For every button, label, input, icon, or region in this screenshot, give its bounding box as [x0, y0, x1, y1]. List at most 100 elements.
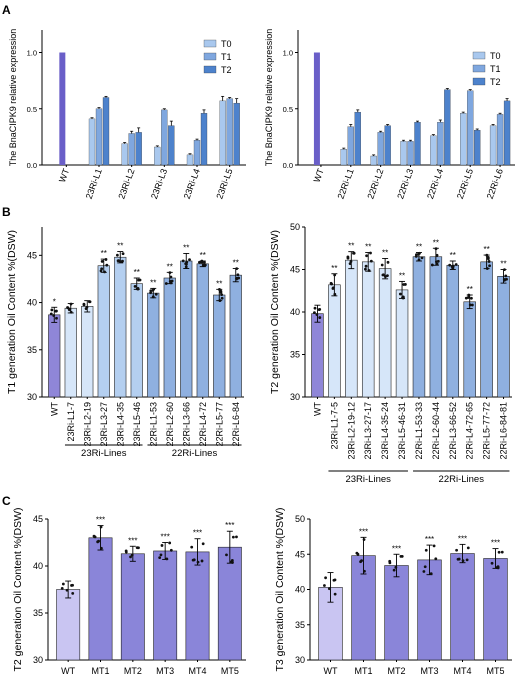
c-right-significance-label: *** — [458, 534, 467, 543]
b-left-data-point — [138, 278, 142, 282]
b-right-data-point — [467, 293, 471, 297]
c-left-data-point — [160, 544, 164, 547]
c-left-data-point — [190, 545, 194, 549]
b-left-y-tick-label: 30 — [27, 392, 37, 402]
b-right-x-tick-label: 22Ri-L2-60-44 — [431, 402, 441, 460]
b-left-data-point — [220, 296, 224, 300]
c-left-data-point — [158, 556, 162, 560]
b-left-x-tick-label: 23Ri-L3-27 — [99, 402, 109, 447]
c-right-data-point — [359, 560, 362, 564]
b-right-x-tick-label: 23Ri-L4-35-24 — [380, 402, 390, 460]
b-left-bar — [147, 292, 160, 398]
c-right-data-point — [324, 576, 327, 580]
a-right-bar-wt — [313, 52, 320, 165]
b-right-bar — [497, 275, 510, 398]
b-right-data-point — [470, 296, 473, 300]
b-right-data-point — [466, 296, 470, 299]
b-right-data-point — [329, 281, 333, 285]
b-left-data-point — [181, 259, 185, 263]
a-right-x-tick-label: 22Ri-L1 — [335, 167, 355, 200]
b-right-data-point — [415, 253, 418, 257]
b-right-data-point — [318, 308, 322, 311]
c-left-data-point — [169, 548, 173, 552]
a-left-x-tick-label: 23Ri-L4 — [182, 167, 202, 200]
b-left-data-point — [235, 267, 239, 271]
b-left-bar — [81, 306, 94, 398]
b-right-data-point — [369, 251, 372, 255]
c-left-data-point — [159, 553, 163, 557]
b-left-data-point — [203, 260, 206, 264]
c-right-bar — [450, 553, 475, 661]
b-left-data-point — [218, 299, 222, 302]
b-right-x-tick-label: 23Ri-L1-7-5 — [329, 402, 339, 450]
b-left-bar — [163, 277, 176, 398]
b-left-data-point — [84, 307, 88, 311]
a-left-bar-t1 — [193, 140, 201, 166]
c-left-data-point — [231, 535, 235, 539]
c-left-x-tick-label: MT5 — [221, 666, 239, 676]
a-right-legend-swatch — [472, 77, 486, 86]
c-left-data-point — [96, 540, 100, 544]
c-left-data-point — [129, 555, 132, 559]
b-right-bar — [446, 264, 460, 398]
a-right-legend-swatch — [472, 51, 486, 60]
c-left-y-tick-label: 45 — [33, 514, 43, 524]
b-right-data-point — [333, 273, 337, 277]
a-right-y-tick-label: 0.5 — [283, 105, 293, 114]
b-right-data-point — [401, 295, 405, 299]
b-left-y-axis-label: T1 generation Oil Content %(DSW) — [6, 230, 18, 394]
b-left-x-tick-label: 22Ri-L2-60 — [165, 402, 175, 447]
b-left-data-point — [99, 269, 103, 273]
b-right-data-point — [435, 253, 439, 257]
b-left-data-point — [66, 306, 69, 309]
b-left-x-tick-label: 22Ri-L1-53 — [148, 402, 158, 447]
a-right-legend-swatch — [472, 64, 486, 73]
a-left-bar-t2 — [233, 102, 240, 166]
b-right-data-point — [486, 255, 490, 259]
b-left-data-point — [100, 267, 104, 271]
chart-c-left: 30 35 40 45 T2 generation Oil Content %(DSW)… — [12, 508, 246, 676]
b-right-bar — [395, 289, 409, 398]
c-left-data-point — [165, 557, 169, 561]
b-right-data-point — [434, 247, 438, 251]
b-right-significance-label: ** — [484, 245, 490, 254]
b-right-data-point — [487, 260, 491, 263]
a-left-legend-label: T0 — [221, 39, 232, 49]
b-right-significance-label: ** — [365, 243, 371, 252]
b-left-data-point — [168, 271, 172, 275]
c-left-data-point — [191, 558, 195, 562]
c-right-y-tick-label: 35 — [295, 620, 305, 630]
b-left-y-tick-label: 45 — [27, 250, 37, 260]
c-right-data-point — [333, 592, 337, 596]
b-right-x-tick-label: WT — [312, 402, 322, 416]
b-left-data-point — [188, 258, 191, 262]
b-left-data-point — [69, 302, 73, 306]
b-left-y-tick-label: 35 — [27, 345, 37, 355]
b-left-x-tick-label: 23Ri-L5-46 — [132, 402, 142, 447]
b-right-significance-label: ** — [500, 260, 506, 269]
c-left-data-point — [201, 542, 205, 546]
a-left-bar-t2 — [200, 113, 208, 166]
b-left-data-point — [169, 275, 173, 279]
a-left-legend-label: T1 — [221, 52, 232, 62]
a-left-x-tick-label: 23Ri-L2 — [116, 167, 136, 200]
chart-c-right: 30 35 40 45 50 T3 generation Oil Content %(DS… — [274, 508, 512, 676]
c-left-significance-label: *** — [225, 521, 234, 530]
c-right-data-point — [394, 565, 398, 569]
b-right-data-point — [488, 264, 491, 268]
c-left-data-point — [200, 559, 204, 563]
b-right-data-point — [503, 278, 507, 281]
b-right-x-tick-label: 22Ri-L5-77-72 — [482, 402, 492, 460]
b-right-y-tick-label: 30 — [290, 392, 300, 402]
a-left-bar-t2 — [102, 97, 110, 166]
a-left-bar-t0 — [154, 146, 161, 166]
a-right-bar-t0 — [340, 149, 347, 166]
a-right-bar-t0 — [400, 141, 407, 166]
b-left-x-tick-label: 23Ri-L1-7 — [66, 402, 76, 442]
a-left-bar-t1 — [226, 98, 233, 166]
a-right-bar-t2 — [503, 100, 511, 166]
b-right-bar — [463, 301, 476, 398]
b-left-x-tick-label: 22Ri-L6-84 — [231, 402, 241, 447]
b-left-data-point — [105, 263, 109, 267]
